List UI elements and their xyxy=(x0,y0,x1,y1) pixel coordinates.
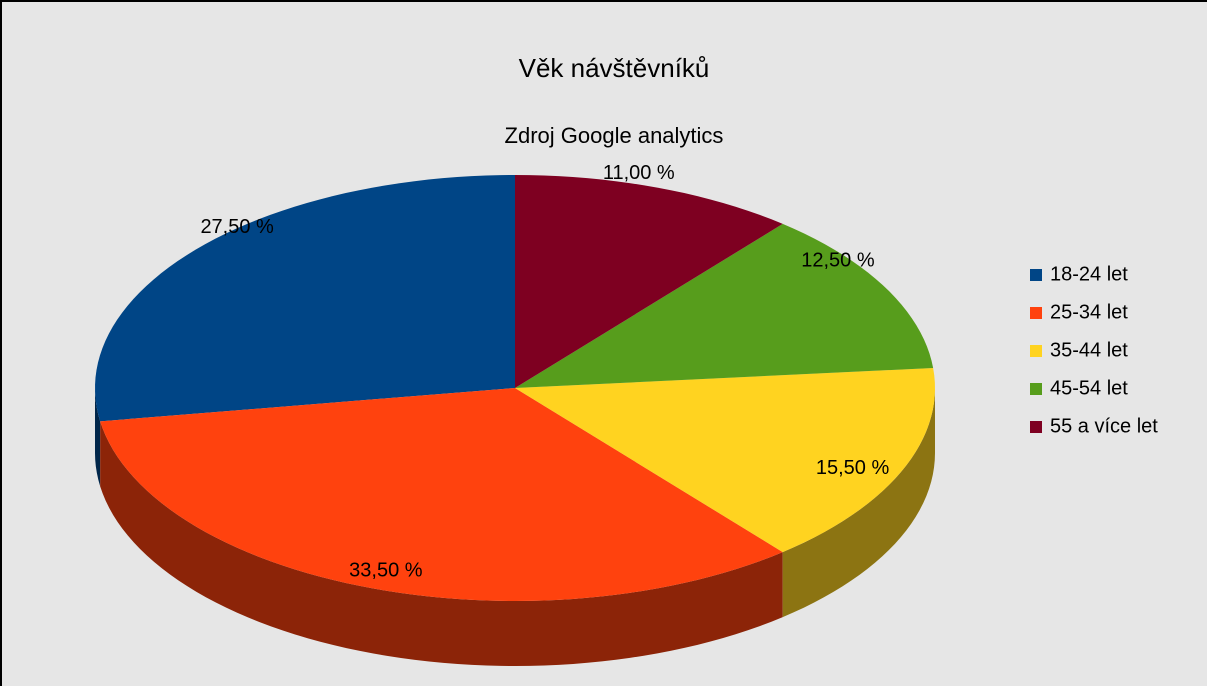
pie-slice xyxy=(100,388,783,601)
data-label: 12,50 % xyxy=(801,250,875,272)
pie-slice xyxy=(515,367,935,553)
chart-subtitle: Zdroj Google analytics xyxy=(505,123,724,148)
pie-slice-side xyxy=(782,388,935,618)
legend-swatch xyxy=(1030,345,1042,357)
legend-swatch xyxy=(1030,307,1042,319)
data-label: 11,00 % xyxy=(603,162,675,184)
legend-swatch xyxy=(1030,383,1042,395)
chart-title: Věk návštěvníků xyxy=(519,53,710,83)
legend-swatch xyxy=(1030,421,1042,433)
data-label: 15,50 % xyxy=(816,457,890,479)
data-label: 27,50 % xyxy=(200,216,274,238)
pie-slice-side xyxy=(100,421,783,666)
data-label: 33,50 % xyxy=(349,560,423,582)
pie-slice xyxy=(515,223,934,388)
pie-slice xyxy=(515,175,783,388)
legend-label: 55 a více let xyxy=(1050,415,1158,437)
legend-label: 45-54 let xyxy=(1050,377,1128,399)
legend-label: 18-24 let xyxy=(1050,263,1128,285)
legend-label: 25-34 let xyxy=(1050,301,1128,323)
legend-swatch xyxy=(1030,269,1042,281)
pie-slice-side xyxy=(95,388,101,487)
legend-label: 35-44 let xyxy=(1050,339,1128,361)
pie-slice xyxy=(95,175,515,422)
